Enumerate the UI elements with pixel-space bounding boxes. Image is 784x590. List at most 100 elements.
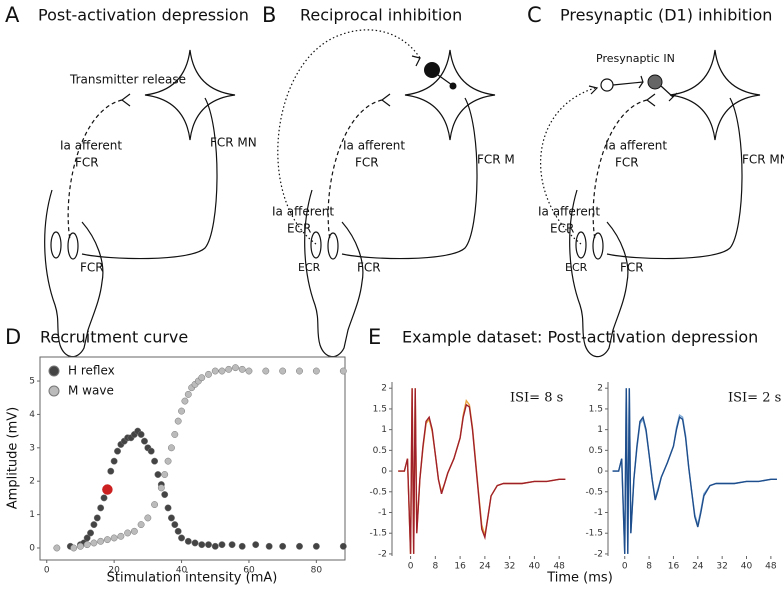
panel-c-shapes <box>540 49 761 358</box>
x-tick-label: 60 <box>243 566 255 576</box>
x-tick-label: 48 <box>765 562 777 572</box>
y-tick-label: -0.5 <box>585 487 603 497</box>
y-tick-label: -2 <box>378 549 387 559</box>
data-point <box>110 534 118 542</box>
diagram-label: FCR MN <box>210 136 257 150</box>
data-point <box>151 501 159 509</box>
y-axis-label: Amplitude (mV) <box>6 407 21 509</box>
y-tick-label: -1 <box>594 508 603 518</box>
y-tick-label: 4 <box>29 410 35 420</box>
data-point <box>191 539 199 547</box>
data-point <box>161 471 169 478</box>
panel-title: Recruitment curve <box>40 328 188 347</box>
data-point <box>296 367 303 375</box>
x-tick-label: 48 <box>553 562 565 572</box>
data-point <box>198 374 206 382</box>
data-point <box>279 367 287 375</box>
data-point <box>225 365 233 373</box>
data-point <box>137 521 145 529</box>
data-point <box>87 529 95 537</box>
data-point <box>97 504 105 512</box>
y-tick-label: 5 <box>29 377 35 387</box>
panel-a-shapes <box>44 49 236 358</box>
data-point <box>144 514 152 522</box>
panel-letter: A <box>5 3 20 27</box>
data-point <box>167 444 175 452</box>
x-tick-label: 8 <box>432 562 438 572</box>
annotation: ISI= 2 s <box>728 391 781 406</box>
y-tick-label: -2 <box>594 549 603 559</box>
data-point <box>171 521 179 529</box>
diagram-label: FCR <box>615 156 639 170</box>
x-tick-label: 24 <box>479 562 491 572</box>
data-point <box>245 367 253 375</box>
x-tick-label: 40 <box>741 562 753 572</box>
data-point <box>110 457 118 465</box>
diagram-label: ECR <box>565 261 588 274</box>
y-tick-label: 2 <box>29 477 35 487</box>
data-point <box>238 365 246 373</box>
diagram-label: FCR <box>357 261 381 275</box>
y-tick-label: -1 <box>378 508 387 518</box>
y-tick-label: 0 <box>597 467 603 477</box>
data-point <box>339 542 347 550</box>
data-point <box>102 484 113 495</box>
y-tick-label: 0 <box>381 467 387 477</box>
data-point <box>90 521 98 529</box>
diagram-label: Transmitter release <box>69 73 186 87</box>
y-tick-label: -1.5 <box>585 529 603 539</box>
x-tick-label: 40 <box>529 562 541 572</box>
panel-letter: B <box>262 3 276 27</box>
x-tick-label: 16 <box>668 562 680 572</box>
data-point <box>171 431 179 438</box>
data-point <box>174 417 182 425</box>
diagram-label: ECR <box>287 222 311 236</box>
legend-label: M wave <box>68 384 114 398</box>
data-point <box>211 367 219 375</box>
data-point <box>167 514 175 522</box>
data-point <box>70 544 78 552</box>
data-point <box>103 536 111 544</box>
data-point <box>218 541 226 549</box>
data-point <box>312 367 320 375</box>
data-point <box>312 542 320 550</box>
data-point <box>178 407 185 415</box>
diagram-label: Ia afferent <box>272 205 334 219</box>
data-point <box>339 367 347 375</box>
data-point <box>124 529 132 537</box>
data-point <box>174 527 182 535</box>
data-point <box>218 367 226 375</box>
x-tick-label: 24 <box>692 562 704 572</box>
diagram-label: ECR <box>550 222 574 236</box>
panel-title: Reciprocal inhibition <box>300 6 462 25</box>
data-point <box>252 541 260 549</box>
data-point <box>147 447 155 455</box>
legend-marker <box>48 385 60 397</box>
y-tick-label: 1 <box>597 425 603 435</box>
x-tick-label: 0 <box>622 562 628 572</box>
x-axis-label: Time (ms) <box>546 571 613 586</box>
x-tick-label: 8 <box>646 562 652 572</box>
data-point <box>205 370 212 378</box>
data-point <box>296 542 303 550</box>
y-tick-label: 1 <box>29 510 35 520</box>
data-point <box>228 541 236 549</box>
data-point <box>141 437 148 445</box>
data-point <box>137 431 145 438</box>
data-point <box>151 457 159 465</box>
x-tick-label: 20 <box>108 566 120 576</box>
annotation: ISI= 8 s <box>510 391 563 406</box>
data-point <box>164 504 172 512</box>
data-point <box>93 514 101 522</box>
data-point <box>184 537 192 545</box>
x-tick-label: 80 <box>311 566 323 576</box>
legend-label: H reflex <box>68 364 115 378</box>
data-point <box>97 537 105 545</box>
x-tick-label: 0 <box>408 562 414 572</box>
panel-title: Presynaptic (D1) inhibition <box>560 6 772 25</box>
y-tick-label: 0 <box>29 543 35 553</box>
data-point <box>198 541 206 549</box>
panel-letter: C <box>527 3 542 27</box>
y-tick-label: 2 <box>597 384 603 394</box>
